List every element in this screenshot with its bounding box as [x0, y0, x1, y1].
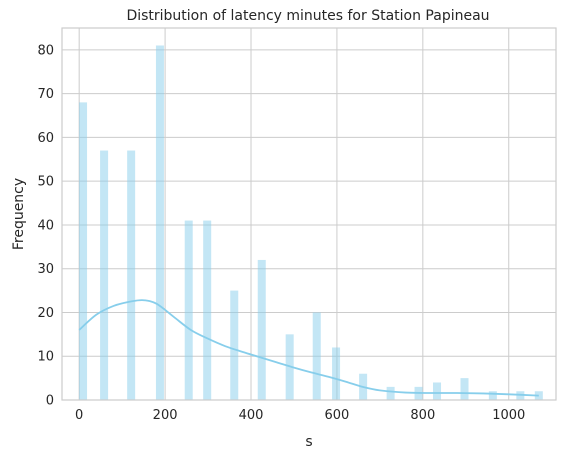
y-tick-label: 30	[37, 262, 54, 277]
y-tick-label: 20	[37, 306, 54, 321]
x-axis-label: s	[305, 434, 312, 450]
kde-curve-layer	[78, 299, 539, 397]
x-tick-label: 800	[410, 408, 435, 423]
histogram-bar-9	[312, 312, 321, 400]
histogram-bar-5	[203, 220, 212, 400]
histogram-bar-16	[488, 391, 497, 400]
histogram-bar-10	[332, 347, 341, 400]
chart-title: Distribution of latency minutes for Stat…	[126, 8, 489, 24]
y-tick-label: 10	[37, 350, 54, 365]
x-tick-label: 1000	[492, 408, 525, 423]
grid	[62, 28, 556, 401]
y-axis-label: Frequency	[11, 178, 27, 250]
y-tick-label: 80	[37, 43, 54, 58]
histogram-bar-1	[100, 150, 109, 400]
histogram-bar-6	[230, 290, 239, 400]
histogram-bar-15	[460, 378, 469, 400]
histogram-bar-3	[155, 45, 164, 400]
histogram-bar-7	[257, 259, 266, 400]
x-tick-label: 400	[239, 408, 264, 423]
y-tick-label: 50	[37, 175, 54, 190]
x-tick-labels: 0 200 400 600 800 1000	[75, 408, 525, 423]
x-tick-label: 200	[153, 408, 178, 423]
x-tick-label: 600	[325, 408, 350, 423]
histogram-bar-14	[433, 382, 442, 400]
histogram-bar-2	[127, 150, 136, 400]
x-tick-label: 0	[75, 408, 83, 423]
kde-curve	[78, 299, 539, 397]
y-tick-label: 0	[46, 394, 54, 409]
y-tick-label: 40	[37, 218, 54, 233]
histogram-bar-12	[386, 386, 395, 400]
histogram-bars	[79, 45, 543, 401]
histogram-bar-0	[79, 102, 88, 401]
y-tick-label: 70	[37, 87, 54, 102]
y-tick-labels: 0 10 20 30 40 50 60 70 80	[37, 43, 54, 408]
histogram-bar-4	[184, 220, 193, 400]
y-tick-label: 60	[37, 131, 54, 146]
plot-frame	[61, 27, 557, 401]
